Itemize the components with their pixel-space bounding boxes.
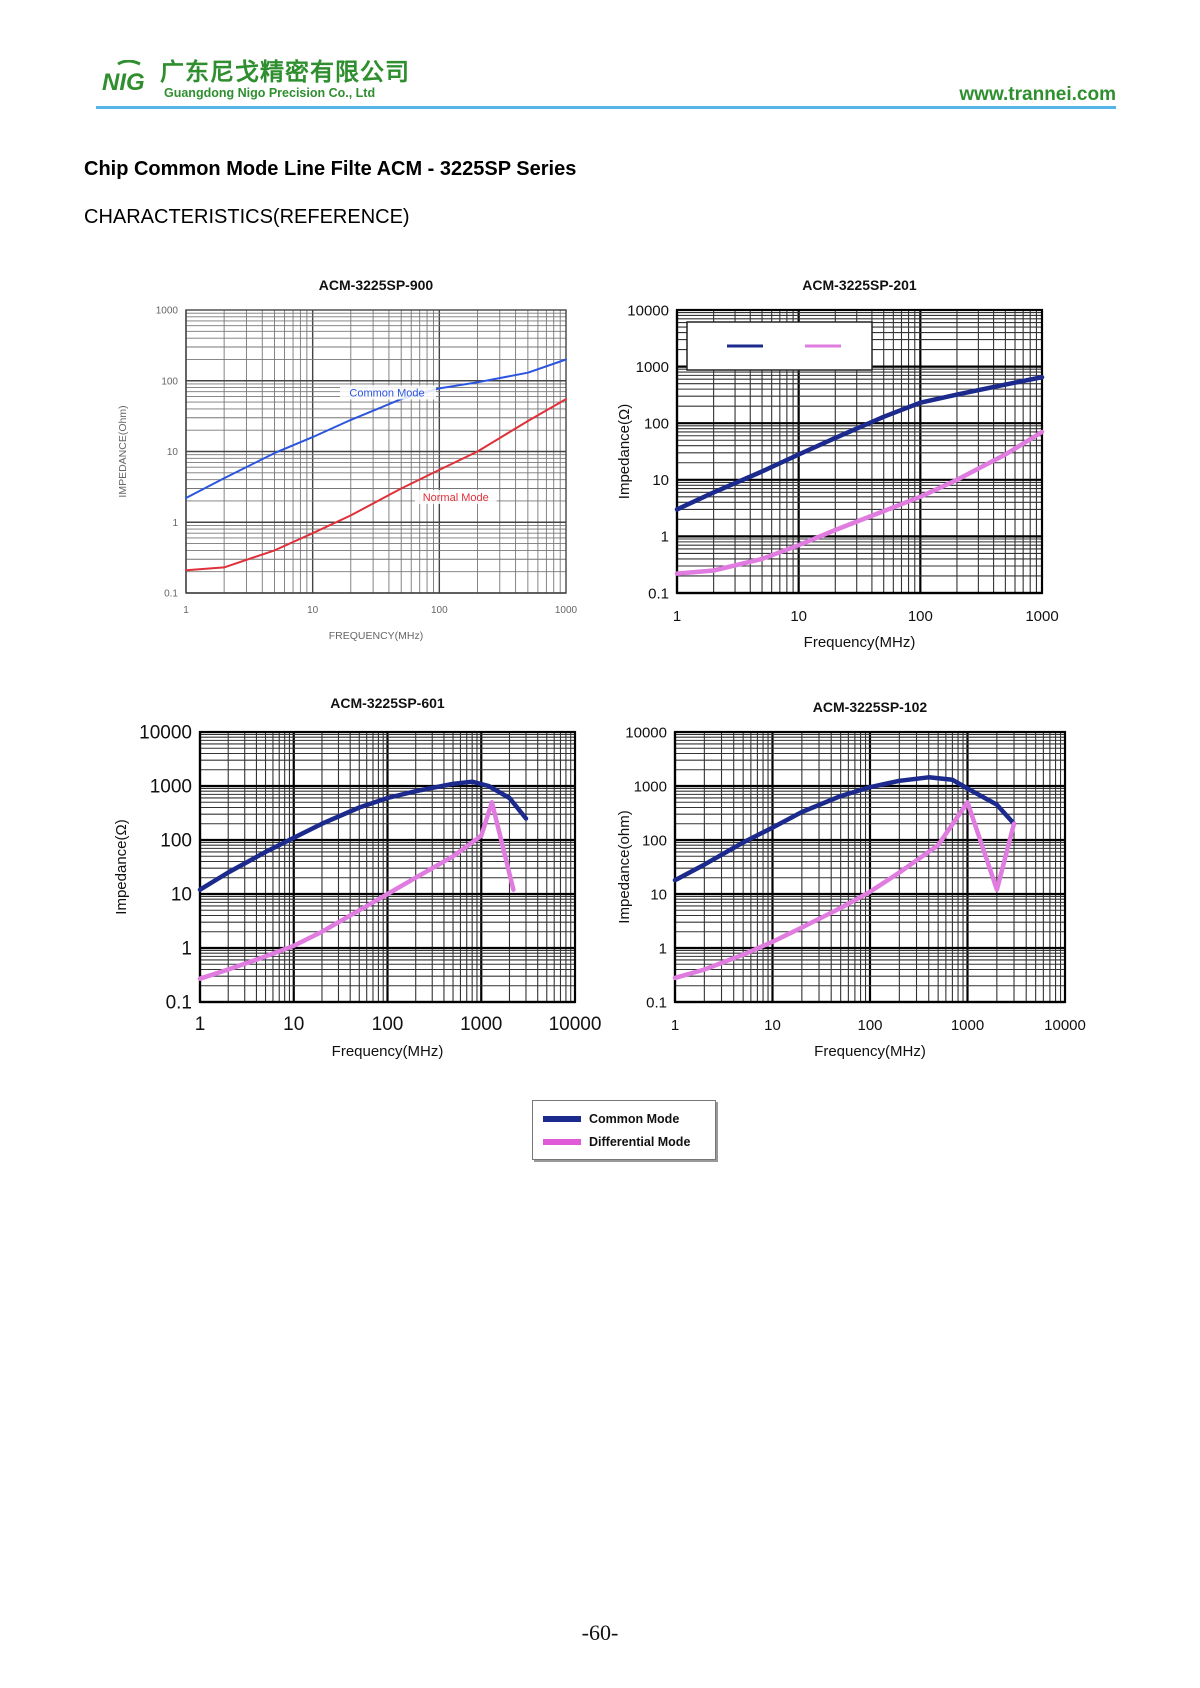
plot-frame [198, 730, 577, 1004]
x-tick-label: 10 [764, 1017, 781, 1034]
chart-title: ACM-3225SP-201 [802, 277, 917, 293]
document-subtitle: CHARACTERISTICS(REFERENCE) [84, 206, 410, 228]
document-title: Chip Common Mode Line Filte ACM - 3225SP… [84, 158, 577, 180]
y-tick-label: 1000 [156, 306, 179, 317]
series-label-1: Normal Mode [423, 492, 489, 504]
y-tick-label: 10 [650, 886, 667, 903]
y-tick-label: 10000 [625, 724, 667, 741]
legend-swatch-common-mode [543, 1116, 581, 1122]
x-tick-label: 1000 [555, 605, 578, 616]
y-tick-label: 10 [167, 447, 179, 458]
y-tick-label: 0.1 [648, 585, 669, 602]
x-tick-label: 1 [183, 605, 189, 616]
x-axis-label: FREQUENCY(MHz) [329, 630, 424, 642]
y-tick-label: 0.1 [164, 589, 178, 600]
y-tick-label: 0.1 [166, 993, 192, 1014]
y-tick-label: 100 [644, 415, 669, 432]
x-tick-label: 100 [372, 1014, 404, 1035]
y-tick-label: 100 [642, 832, 667, 849]
x-axis-label: Frequency(MHz) [804, 634, 916, 651]
x-tick-label: 10 [790, 608, 807, 625]
x-axis-label: Frequency(MHz) [332, 1043, 444, 1060]
chart-title: ACM-3225SP-102 [813, 699, 928, 715]
y-tick-label: 1 [172, 518, 178, 529]
inset-legend [686, 321, 873, 371]
chart-acm-3225sp-900: ACM-3225SP-900 1 10 100 1000 0.1 1 10 100 1000 FRE… [117, 277, 578, 642]
x-tick-label: 10000 [549, 1014, 602, 1035]
plot-frame [675, 308, 1044, 595]
x-tick-label: 100 [857, 1017, 882, 1034]
legend-swatch-differential-mode [543, 1139, 581, 1145]
y-tick-label: 10 [171, 885, 192, 906]
y-tick-label: 10000 [139, 723, 192, 744]
series-line-1 [674, 429, 1045, 576]
legend-item-differential-mode: Differential Mode [543, 1132, 690, 1152]
chart-title: ACM-3225SP-601 [330, 695, 445, 711]
y-axis-label: Impedance(Ω) [616, 404, 633, 499]
x-tick-label: 10000 [1044, 1017, 1086, 1034]
x-tick-label: 10 [283, 1014, 304, 1035]
logo-text: NIG [102, 69, 145, 96]
y-axis-label: Impedance(ohm) [616, 810, 633, 923]
x-tick-label: 1000 [951, 1017, 984, 1034]
y-tick-label: 0.1 [646, 994, 667, 1011]
y-tick-label: 100 [161, 376, 178, 387]
series-line-1 [197, 800, 516, 981]
series-line-0 [672, 775, 1017, 883]
y-tick-label: 1000 [150, 777, 192, 798]
company-name-cn: 广东尼戈精密有限公司 [160, 57, 410, 86]
y-tick-label: 1000 [634, 778, 667, 795]
series-line-1 [672, 800, 1017, 981]
x-tick-label: 1 [671, 1017, 679, 1034]
plot-frame [185, 309, 567, 594]
y-tick-label: 100 [160, 831, 192, 852]
header-divider [96, 106, 1116, 109]
chart-title: ACM-3225SP-900 [319, 277, 434, 293]
series-line-0 [674, 374, 1045, 512]
y-tick-label: 1 [659, 940, 667, 957]
x-tick-label: 1000 [1025, 608, 1058, 625]
x-tick-label: 1 [195, 1014, 206, 1035]
x-tick-label: 10 [307, 605, 319, 616]
grid [185, 310, 566, 594]
y-axis-label: Impedance(Ω) [113, 819, 130, 914]
series-label-0: Common Mode [349, 387, 424, 399]
y-tick-label: 1 [181, 939, 192, 960]
series-line-1 [185, 398, 567, 572]
x-tick-label: 1000 [460, 1014, 502, 1035]
legend-label-differential-mode: Differential Mode [589, 1135, 691, 1149]
page-number: -60- [581, 1620, 619, 1645]
y-tick-label: 1000 [636, 359, 669, 376]
x-axis-label: Frequency(MHz) [814, 1043, 926, 1060]
x-tick-label: 1 [673, 608, 681, 625]
series-line-0 [197, 779, 529, 892]
x-tick-label: 100 [431, 605, 448, 616]
chart-legend: Common Mode Differential Mode [532, 1100, 716, 1160]
company-name-en: Guangdong Nigo Precision Co., Ltd [164, 86, 376, 100]
y-tick-label: 10 [652, 472, 669, 489]
y-tick-label: 1 [661, 529, 669, 546]
legend-item-common-mode: Common Mode [543, 1109, 679, 1129]
plot-frame [673, 730, 1067, 1004]
website-link[interactable]: www.trannei.com [959, 84, 1116, 105]
x-tick-label: 100 [908, 608, 933, 625]
company-logo: NIG [102, 60, 145, 96]
y-tick-label: 10000 [627, 302, 669, 319]
page-header: NIG 广东尼戈精密有限公司 Guangdong Nigo Precision … [0, 0, 1200, 120]
y-axis-label: IMPEDANCE(Ohm) [117, 405, 129, 497]
legend-label-common-mode: Common Mode [589, 1112, 680, 1126]
series-line-0 [185, 358, 567, 499]
